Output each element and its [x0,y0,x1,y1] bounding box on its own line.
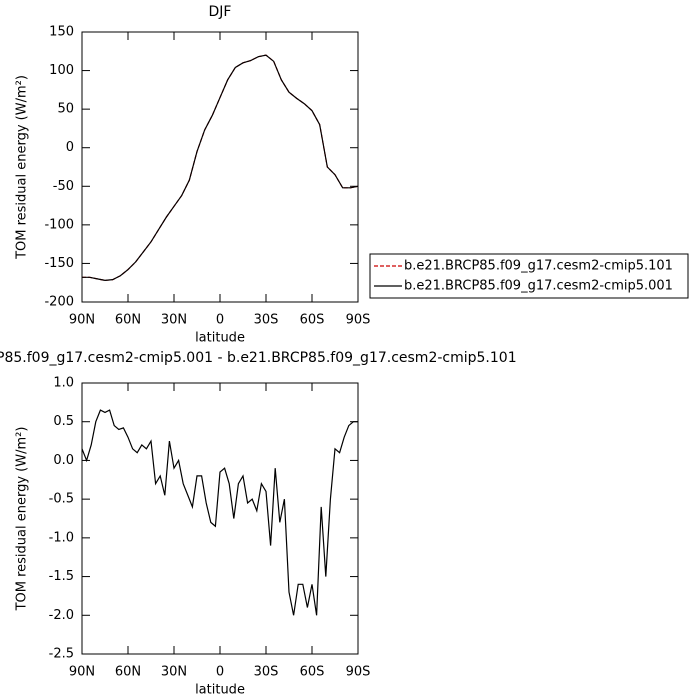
y-tick-label: 0.5 [53,414,74,429]
x-tick-label: 30S [254,665,279,680]
plot-frame [81,31,359,303]
data-line [82,54,359,282]
y-tick-label: 0 [66,140,74,155]
x-tick-label: 90N [69,313,95,328]
y-tick-label: -200 [44,295,74,310]
y-tick-label: 0.0 [53,453,74,468]
y-tick-label: -0.5 [49,492,74,507]
data-line [81,409,358,616]
y-tick-label: -1.5 [49,569,74,584]
y-tick-label: 150 [49,25,74,40]
x-tick-label: 0 [216,665,224,680]
y-tick-label: -150 [44,256,74,271]
y-tick-label: -2.0 [49,608,74,623]
y-tick-label: 50 [57,102,74,117]
legend-box [369,253,689,299]
y-tick-label: -50 [53,179,74,194]
x-tick-label: 90S [346,313,371,328]
x-tick-label: 0 [216,313,224,328]
x-tick-label: 90N [69,665,95,680]
y-tick-label: 1.0 [53,376,74,391]
x-tick-label: 30N [161,313,187,328]
y-tick-label: 100 [49,63,74,78]
y-tick-label: -2.5 [49,647,74,662]
plot-frame [81,382,359,655]
y-tick-label: -1.0 [49,530,74,545]
legend-label: b.e21.BRCP85.f09_g17.cesm2-cmip5.001 [404,279,673,294]
chart-title: DJF [209,4,232,20]
y-axis-label: TOM residual energy (W/m²) [15,427,30,612]
y-tick-label: -100 [44,217,74,232]
legend-label: b.e21.BRCP85.f09_g17.cesm2-cmip5.101 [404,259,673,274]
x-tick-label: 60N [115,665,141,680]
x-tick-label: 30S [254,313,279,328]
x-tick-label: 60S [300,313,325,328]
y-axis-label: TOM residual energy (W/m²) [15,75,30,260]
x-axis-label: latitude [195,331,245,346]
chart-title: b.e21.BRCP85.f09_g17.cesm2-cmip5.001 - b… [0,350,517,366]
x-tick-label: 30N [161,665,187,680]
x-tick-label: 90S [346,665,371,680]
x-tick-label: 60S [300,665,325,680]
data-line [82,54,359,282]
x-tick-label: 60N [115,313,141,328]
x-axis-label: latitude [195,683,245,698]
